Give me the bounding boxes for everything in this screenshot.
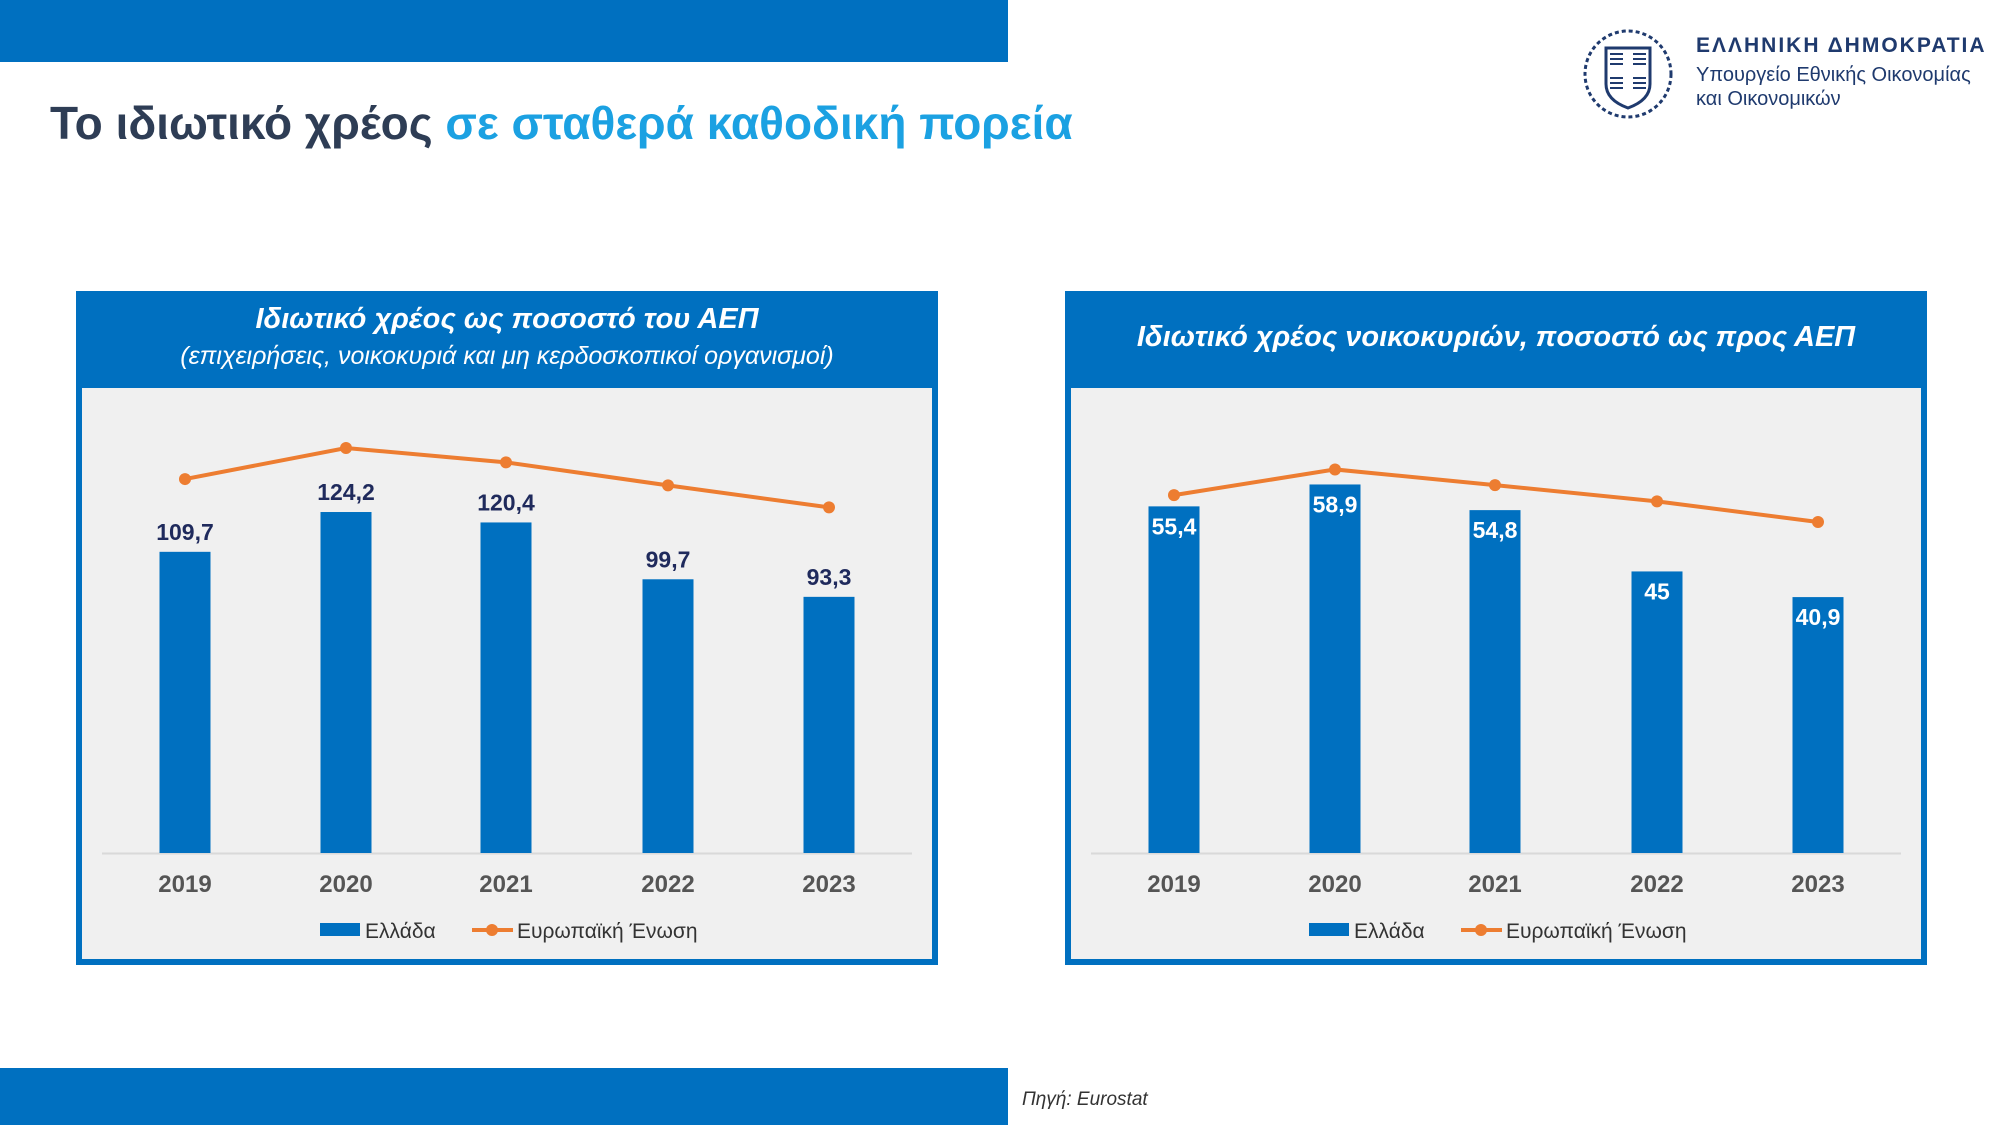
bar-greece-2021 xyxy=(480,522,532,853)
point-eu-2019 xyxy=(179,473,191,486)
legend-label-eu: Ευρωπαϊκή Ένωση xyxy=(1506,920,1687,943)
point-eu-2021 xyxy=(500,456,512,469)
data-label: 120,4 xyxy=(477,489,535,515)
bar-greece-2019 xyxy=(1148,506,1200,853)
top-accent-bar xyxy=(0,0,1008,62)
x-tick-label: 2022 xyxy=(641,871,694,898)
x-tick-label: 2020 xyxy=(1308,871,1361,898)
x-tick-label: 2022 xyxy=(1630,871,1683,898)
bottom-accent-bar xyxy=(0,1068,1008,1125)
x-tick-label: 2019 xyxy=(158,871,211,898)
legend-swatch-greece xyxy=(320,923,360,936)
chart-subtitle: (επιχειρήσεις, νοικοκυριά και μη κερδοσκ… xyxy=(180,342,834,370)
x-tick-label: 2023 xyxy=(1791,871,1844,898)
bar-greece-2022 xyxy=(1631,571,1683,853)
chart-svg: 55,4 2019 58,9 2020 54,8 2021 45 2022 40,9 2023 Ελ… xyxy=(1091,463,1901,943)
legend-swatch-greece xyxy=(1309,923,1349,936)
data-label: 40,9 xyxy=(1796,604,1841,630)
logo-line-3: και Οικονομικών xyxy=(1696,88,1841,110)
data-label: 58,9 xyxy=(1313,491,1358,517)
chart-title: Ιδιωτικό χρέος ως ποσοστό του ΑΕΠ xyxy=(255,303,759,335)
x-tick-label: 2023 xyxy=(802,871,855,898)
point-eu-2020 xyxy=(1329,463,1341,476)
page-title: Το ιδιωτικό χρέος σε σταθερά καθοδική πο… xyxy=(50,96,1073,150)
chart-header: Ιδιωτικό χρέος ως ποσοστό του ΑΕΠ (επιχε… xyxy=(76,291,938,388)
source-note: Πηγή: Eurostat xyxy=(1022,1089,1148,1110)
legend-label-greece: Ελλάδα xyxy=(365,920,436,943)
x-tick-label: 2019 xyxy=(1147,871,1200,898)
chart-title: Ιδιωτικό χρέος νοικοκυριών, ποσοστό ως π… xyxy=(1136,321,1856,353)
legend-marker-eu xyxy=(486,924,498,936)
bar-greece-2023 xyxy=(803,596,855,853)
data-label: 54,8 xyxy=(1473,517,1518,543)
title-accent: σε σταθερά καθοδική πορεία xyxy=(445,97,1073,149)
point-eu-2023 xyxy=(1812,516,1824,529)
chart-svg: 109,7 2019 124,2 2020 120,4 2021 99,7 2022 93,3 2… xyxy=(102,442,912,943)
logo-line-1: ΕΛΛΗΝΙΚΗ ΔΗΜΟΚΡΑΤΙΑ xyxy=(1696,34,1987,57)
point-eu-2020 xyxy=(340,442,352,455)
ministry-logo: ΕΛΛΗΝΙΚΗ ΔΗΜΟΚΡΑΤΙΑ Υπουργείο Εθνικής Οι… xyxy=(1580,26,1990,121)
bar-greece-2019 xyxy=(159,551,211,853)
data-label: 55,4 xyxy=(1152,513,1197,539)
point-eu-2019 xyxy=(1168,489,1180,502)
bar-greece-2020 xyxy=(320,512,372,853)
legend-label-greece: Ελλάδα xyxy=(1354,920,1425,943)
title-main: Το ιδιωτικό χρέος xyxy=(50,97,433,149)
logo-line-2: Υπουργείο Εθνικής Οικονομίας xyxy=(1696,64,1971,86)
point-eu-2022 xyxy=(662,479,674,492)
bar-greece-2021 xyxy=(1469,510,1521,853)
data-label: 99,7 xyxy=(646,546,691,572)
bar-greece-2022 xyxy=(642,579,694,853)
legend-marker-eu xyxy=(1475,924,1487,936)
data-label: 45 xyxy=(1644,578,1670,604)
bar-greece-2020 xyxy=(1309,484,1361,853)
greek-emblem-icon xyxy=(1583,29,1673,119)
data-label: 109,7 xyxy=(156,519,214,545)
chart-header: Ιδιωτικό χρέος νοικοκυριών, ποσοστό ως π… xyxy=(1065,291,1927,388)
chart-panel-private-debt: Ιδιωτικό χρέος ως ποσοστό του ΑΕΠ (επιχε… xyxy=(76,291,938,965)
x-tick-label: 2021 xyxy=(479,871,532,898)
point-eu-2023 xyxy=(823,501,835,514)
point-eu-2022 xyxy=(1651,495,1663,508)
chart-panel-household-debt: Ιδιωτικό χρέος νοικοκυριών, ποσοστό ως π… xyxy=(1065,291,1927,965)
x-tick-label: 2021 xyxy=(1468,871,1521,898)
data-label: 93,3 xyxy=(807,564,852,590)
bar-greece-2023 xyxy=(1792,597,1844,853)
x-tick-label: 2020 xyxy=(319,871,372,898)
point-eu-2021 xyxy=(1489,479,1501,492)
legend-label-eu: Ευρωπαϊκή Ένωση xyxy=(517,920,698,943)
data-label: 124,2 xyxy=(317,479,375,505)
